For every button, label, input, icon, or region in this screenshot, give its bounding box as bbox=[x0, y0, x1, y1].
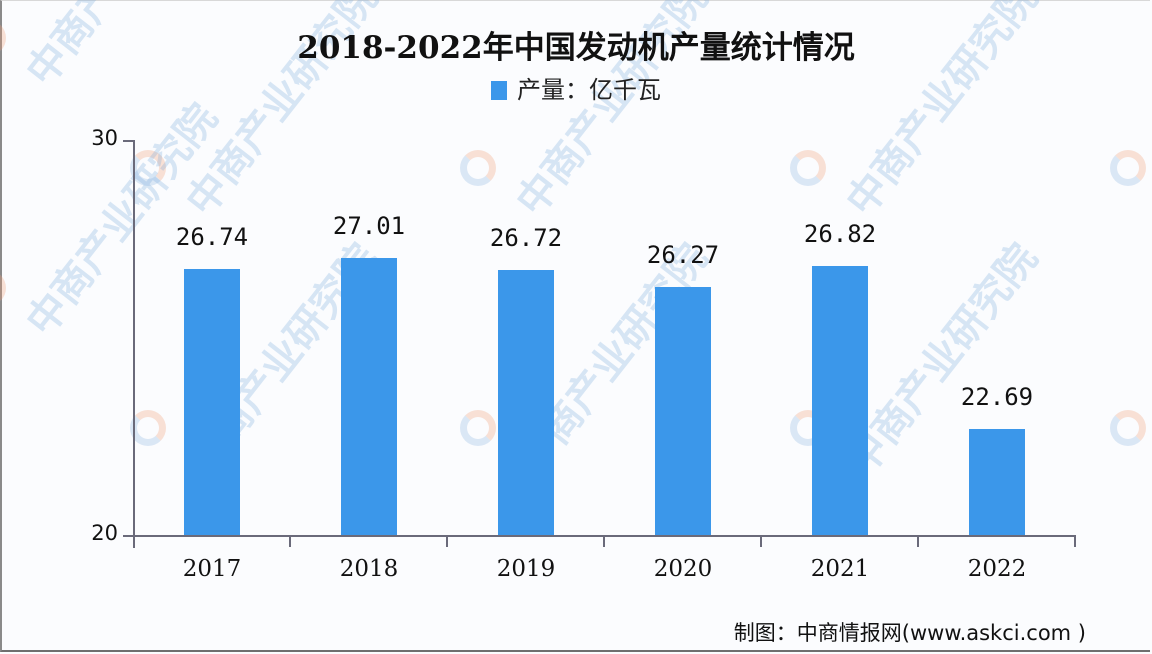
bar-2017 bbox=[184, 269, 240, 535]
y-tick-20 bbox=[123, 535, 134, 537]
value-label: 26.74 bbox=[175, 223, 249, 251]
bar-2019 bbox=[498, 270, 554, 535]
legend-label: 产量：亿千瓦 bbox=[517, 76, 661, 104]
value-label: 26.72 bbox=[489, 224, 563, 252]
x-tick bbox=[760, 535, 762, 547]
y-tick-label: 20 bbox=[91, 521, 118, 545]
x-axis bbox=[123, 535, 1075, 537]
x-tick bbox=[1074, 535, 1076, 547]
x-tick bbox=[446, 535, 448, 547]
bar-2022 bbox=[969, 429, 1025, 535]
value-label: 27.01 bbox=[332, 212, 406, 240]
value-label: 26.27 bbox=[646, 241, 720, 269]
bar-2018 bbox=[341, 258, 397, 535]
y-tick-label: 30 bbox=[91, 126, 118, 150]
x-tick-label: 2019 bbox=[496, 556, 556, 582]
legend-swatch-icon bbox=[491, 81, 507, 100]
chart-title: 2018-2022年中国发动机产量统计情况 bbox=[297, 30, 855, 66]
value-label: 26.82 bbox=[803, 220, 877, 248]
x-tick-label: 2020 bbox=[653, 556, 713, 582]
x-tick bbox=[603, 535, 605, 547]
bar-2021 bbox=[812, 266, 868, 535]
source-credit: 制图：中商情报网(www.askci.com ) bbox=[733, 621, 1086, 645]
y-axis bbox=[133, 140, 135, 548]
x-tick bbox=[917, 535, 919, 547]
x-tick bbox=[289, 535, 291, 547]
x-tick-label: 2021 bbox=[810, 556, 870, 582]
x-tick-label: 2018 bbox=[339, 556, 399, 582]
legend: 产量：亿千瓦 bbox=[0, 70, 1152, 105]
x-tick-label: 2017 bbox=[182, 556, 242, 582]
x-tick-label: 2022 bbox=[967, 556, 1027, 582]
y-tick-30 bbox=[123, 140, 134, 142]
value-label: 22.69 bbox=[960, 383, 1034, 411]
bar-2020 bbox=[655, 287, 711, 535]
